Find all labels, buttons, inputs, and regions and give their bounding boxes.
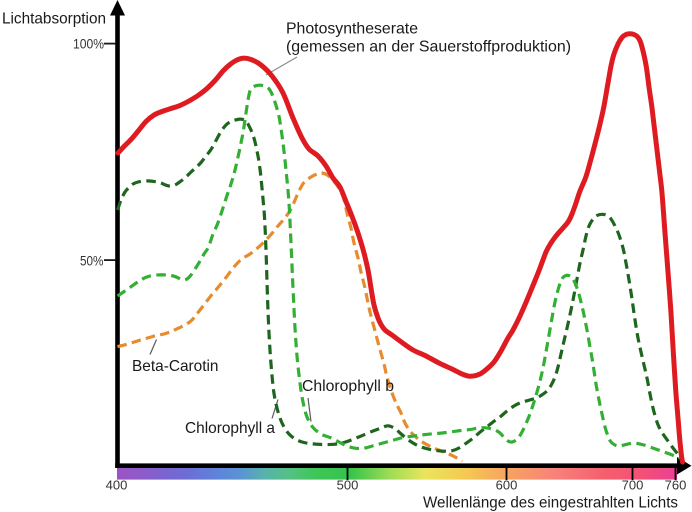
svg-text:700: 700 bbox=[622, 478, 644, 493]
svg-text:600: 600 bbox=[496, 478, 518, 493]
svg-text:100%: 100% bbox=[73, 37, 104, 52]
svg-text:(gemessen an der Sauerstoffpro: (gemessen an der Sauerstoffproduktion) bbox=[286, 39, 571, 56]
svg-text:Chlorophyll b: Chlorophyll b bbox=[302, 378, 394, 395]
svg-text:500: 500 bbox=[337, 478, 359, 493]
svg-text:Wellenlänge des eingestrahlten: Wellenlänge des eingestrahlten Lichts bbox=[423, 495, 678, 512]
svg-text:400: 400 bbox=[106, 478, 128, 493]
svg-text:Beta-Carotin: Beta-Carotin bbox=[132, 358, 219, 375]
svg-text:50%: 50% bbox=[80, 254, 104, 269]
svg-text:Lichtabsorption: Lichtabsorption bbox=[2, 11, 106, 28]
svg-text:Chlorophyll a: Chlorophyll a bbox=[185, 420, 275, 437]
svg-text:760: 760 bbox=[665, 478, 687, 493]
svg-text:Photosyntheserate: Photosyntheserate bbox=[286, 21, 418, 38]
